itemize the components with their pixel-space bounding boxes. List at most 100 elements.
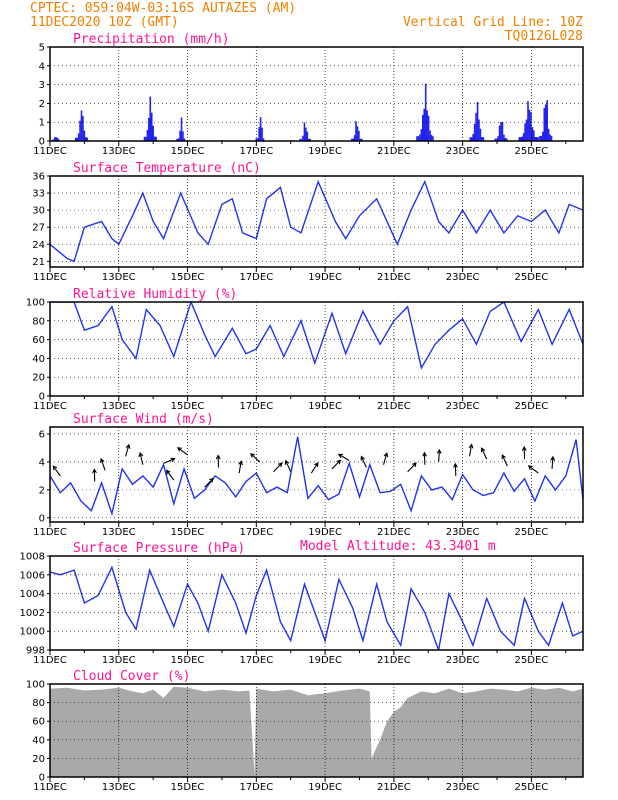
y-tick-label: 1004	[20, 589, 45, 600]
wind-arrow	[238, 460, 244, 474]
x-tick-label: 25DEC	[515, 527, 549, 538]
x-tick-label: 19DEC	[308, 782, 342, 793]
x-tick-label: 17DEC	[239, 527, 273, 538]
y-tick-label: 60	[32, 717, 45, 728]
precip-bar	[475, 112, 477, 141]
precip-bar	[481, 137, 483, 141]
x-tick-label: 13DEC	[102, 146, 136, 157]
y-tick-label: 30	[32, 206, 45, 217]
temperature-title: Surface Temperature (nC)	[73, 161, 261, 176]
precip-bar	[549, 134, 551, 141]
y-tick-label: 21	[32, 257, 45, 268]
precip-bar	[177, 138, 180, 141]
wind-arrow	[527, 465, 539, 474]
precip-bar	[359, 138, 362, 141]
temperature-frame	[49, 175, 584, 268]
precip-bar	[543, 107, 546, 141]
wind-arrow	[166, 469, 175, 481]
precip-bar	[74, 137, 77, 141]
x-tick-label: 11DEC	[33, 272, 67, 283]
precip-bar	[356, 126, 359, 141]
wind-arrow	[337, 453, 350, 462]
x-tick-label: 21DEC	[377, 655, 411, 666]
cloud-cover-frame	[49, 683, 584, 778]
y-tick-label: 27	[32, 223, 45, 234]
precip-bar	[531, 127, 534, 141]
run-date: 11DEC2020 10Z (GMT)	[30, 15, 179, 30]
x-tick-label: 21DEC	[377, 782, 411, 793]
precip-bar	[256, 138, 259, 141]
precip-bar	[532, 130, 535, 141]
precip-bar	[427, 115, 430, 141]
pressure-data	[50, 565, 583, 650]
precip-bar	[80, 110, 83, 141]
precip-bar	[85, 137, 87, 141]
precip-bar	[469, 137, 472, 141]
precip-bar	[432, 136, 434, 141]
precip-bar	[494, 138, 497, 141]
x-tick-label: 17DEC	[239, 401, 273, 412]
y-tick-label: 36	[32, 172, 45, 183]
precip-bar	[506, 138, 508, 141]
y-tick-label: 998	[26, 646, 45, 657]
x-tick-label: 15DEC	[171, 655, 205, 666]
x-tick-label: 21DEC	[377, 401, 411, 412]
precip-bar	[360, 138, 363, 141]
precip-bar	[82, 116, 84, 141]
station-line: CPTEC: 059:04W-03:16S AUTAZES (AM)	[30, 1, 296, 16]
wind-arrow	[273, 462, 283, 473]
y-tick-label: 2	[39, 485, 45, 496]
y-tick-label: 40	[32, 354, 45, 365]
precip-bar	[153, 136, 156, 141]
precip-bar	[180, 117, 183, 141]
humidity-frame	[49, 301, 584, 397]
precip-bar	[547, 128, 550, 141]
y-tick-label: 100	[26, 298, 45, 309]
x-tick-label: 11DEC	[33, 655, 67, 666]
wind-arrow	[310, 462, 319, 474]
precip-bar	[353, 135, 356, 141]
precip-bar	[305, 127, 307, 141]
x-tick-label: 17DEC	[239, 272, 273, 283]
precip-bar	[176, 138, 178, 141]
precip-bar	[309, 138, 312, 141]
y-tick-label: 1000	[20, 627, 45, 638]
precip-bar	[145, 136, 147, 141]
precip-bar	[498, 125, 501, 141]
precip-bar	[79, 120, 81, 141]
wind-arrow	[99, 457, 106, 471]
precip-bar	[179, 130, 181, 141]
precip-bar	[86, 137, 89, 141]
x-tick-label: 17DEC	[239, 655, 273, 666]
x-tick-label: 11DEC	[33, 527, 67, 538]
x-tick-label: 13DEC	[102, 527, 136, 538]
precip-bar	[495, 138, 498, 141]
precip-bar	[528, 109, 531, 141]
precip-bar	[423, 108, 426, 141]
precip-bar	[519, 137, 522, 141]
precip-bar	[77, 133, 80, 141]
precip-bar	[55, 137, 58, 141]
cloud-cover-data	[50, 686, 583, 777]
cloud-area	[50, 686, 583, 777]
y-tick-label: 1002	[20, 608, 45, 619]
x-tick-label: 13DEC	[102, 655, 136, 666]
y-tick-label: 24	[32, 240, 45, 251]
temperature-panel: 21 24 27 30 33 36 11DEC 13DEC 15DEC 17DEC 19DEC 21D…	[32, 161, 584, 283]
y-tick-label: 0	[39, 513, 45, 524]
wind-arrow	[550, 455, 556, 469]
precip-bar	[261, 127, 263, 141]
precip-bar	[306, 131, 309, 141]
precip-bar	[143, 136, 146, 141]
x-tick-label: 15DEC	[171, 146, 205, 157]
x-tick-label: 17DEC	[239, 146, 273, 157]
x-tick-label: 23DEC	[446, 527, 480, 538]
precip-bar	[83, 130, 86, 141]
precip-bar	[300, 138, 303, 141]
y-tick-label: 6	[39, 429, 45, 440]
grid-note: Vertical Grid Line: 10Z	[403, 15, 583, 30]
wind-arrow	[215, 454, 221, 468]
precip-bar	[539, 135, 541, 141]
x-tick-label: 23DEC	[446, 146, 480, 157]
